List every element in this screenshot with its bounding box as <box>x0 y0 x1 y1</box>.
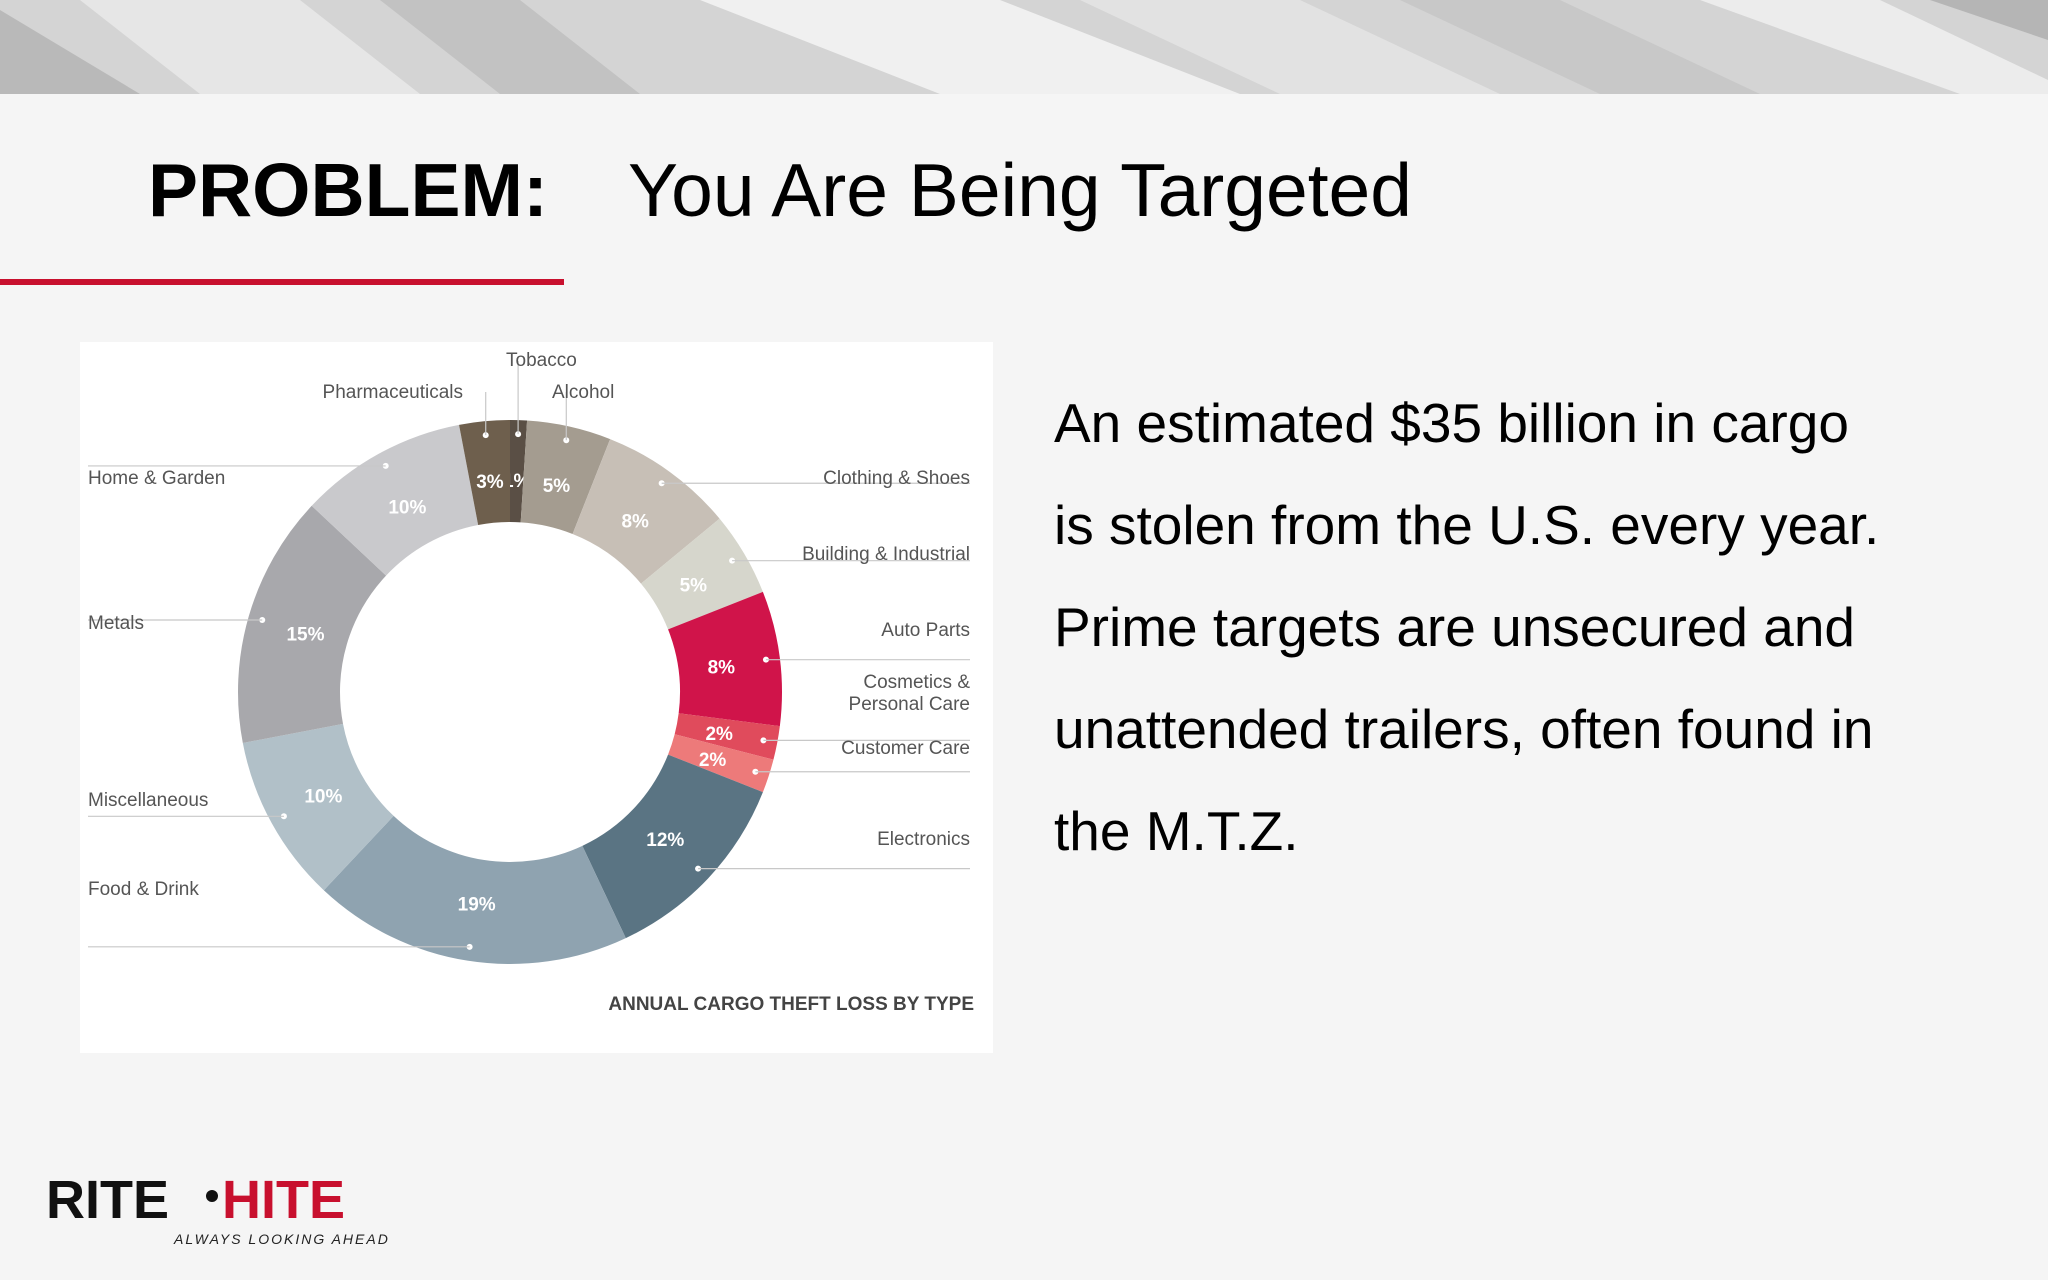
slice-value-label: 15% <box>286 625 324 646</box>
donut-slice-pharmaceuticals <box>459 420 510 526</box>
category-label-customer-care: Customer Care <box>841 738 970 759</box>
slice-value-label: 10% <box>388 497 426 518</box>
category-label-building-industrial: Building & Industrial <box>802 544 970 565</box>
slice-value-label: 19% <box>458 894 496 915</box>
donut-slice-auto-parts <box>668 591 782 727</box>
logo-brand-right: HITE <box>222 1170 345 1230</box>
slice-value-label: 5% <box>543 476 571 497</box>
category-label-clothing-shoes: Clothing & Shoes <box>823 468 970 489</box>
chart-title: ANNUAL CARGO THEFT LOSS BY TYPE <box>608 994 974 1015</box>
logo-tagline: ALWAYS LOOKING AHEAD <box>173 1231 390 1247</box>
category-label-tobacco: Tobacco <box>506 350 577 371</box>
category-label-alcohol: Alcohol <box>552 382 614 403</box>
category-label-metals: Metals <box>88 613 144 634</box>
donut-slice-home-garden <box>311 424 479 576</box>
donut-slice-cosmetics-personal-care <box>674 713 780 760</box>
category-label-home-garden: Home & Garden <box>88 468 225 489</box>
body-line: is stolen from the U.S. every year. <box>1054 494 1880 556</box>
category-label-miscellaneous: Miscellaneous <box>88 790 208 811</box>
category-label-cosmetics-personal-care: Cosmetics & Personal Care <box>849 672 971 715</box>
body-line: unattended trailers, often found in <box>1054 698 1874 760</box>
category-label-food-drink: Food & Drink <box>88 879 199 900</box>
donut-slice-clothing-shoes <box>572 439 720 584</box>
donut-slice-food-drink <box>323 815 626 964</box>
header-banner <box>0 0 2048 94</box>
slice-value-label: 2% <box>699 750 727 771</box>
donut-slice-customer-care <box>668 734 774 793</box>
page-title: PROBLEM: You Are Being Targeted <box>148 148 1412 232</box>
slice-value-label: 12% <box>646 830 684 851</box>
slice-value-label: 3% <box>476 472 504 493</box>
category-label-auto-parts: Auto Parts <box>881 620 970 641</box>
slice-value-label: 10% <box>304 787 342 808</box>
callout-dot <box>482 432 489 439</box>
chart-panel: 1% Tobacco 5% Alcohol 8% Clothing & Shoes 5% Bu… <box>80 342 993 1053</box>
callout-dot <box>515 431 522 438</box>
body-line: An estimated $35 billion in cargo <box>1054 392 1849 454</box>
slice-value-label: 5% <box>680 576 708 597</box>
logo-brand-left: RITE <box>46 1170 169 1230</box>
donut-slice-metals <box>238 505 387 743</box>
slice-value-label: 2% <box>705 724 733 745</box>
page-title-label: PROBLEM: <box>148 148 548 232</box>
donut-slice-miscellaneous <box>242 723 394 891</box>
logo-dot <box>206 1190 218 1202</box>
banner-stripes <box>0 0 2048 94</box>
donut-slice-tobacco <box>510 420 528 523</box>
slice-value-label: 8% <box>621 512 649 533</box>
body-text: An estimated $35 billion in cargo is sto… <box>1054 372 2014 882</box>
donut-slice-building-industrial <box>640 518 763 630</box>
slice-value-label: 8% <box>708 657 736 678</box>
body-line: Prime targets are unsecured and <box>1054 596 1855 658</box>
company-logo: RITE HITE ALWAYS LOOKING AHEAD <box>46 1170 390 1247</box>
donut-slice-alcohol <box>520 420 611 534</box>
donut-slice-electronics <box>582 754 763 939</box>
category-label-pharmaceuticals: Pharmaceuticals <box>323 382 463 403</box>
category-label-electronics: Electronics <box>877 829 970 850</box>
title-underline <box>0 279 564 285</box>
body-line: the M.T.Z. <box>1054 800 1299 862</box>
page-title-text: You Are Being Targeted <box>627 148 1412 232</box>
